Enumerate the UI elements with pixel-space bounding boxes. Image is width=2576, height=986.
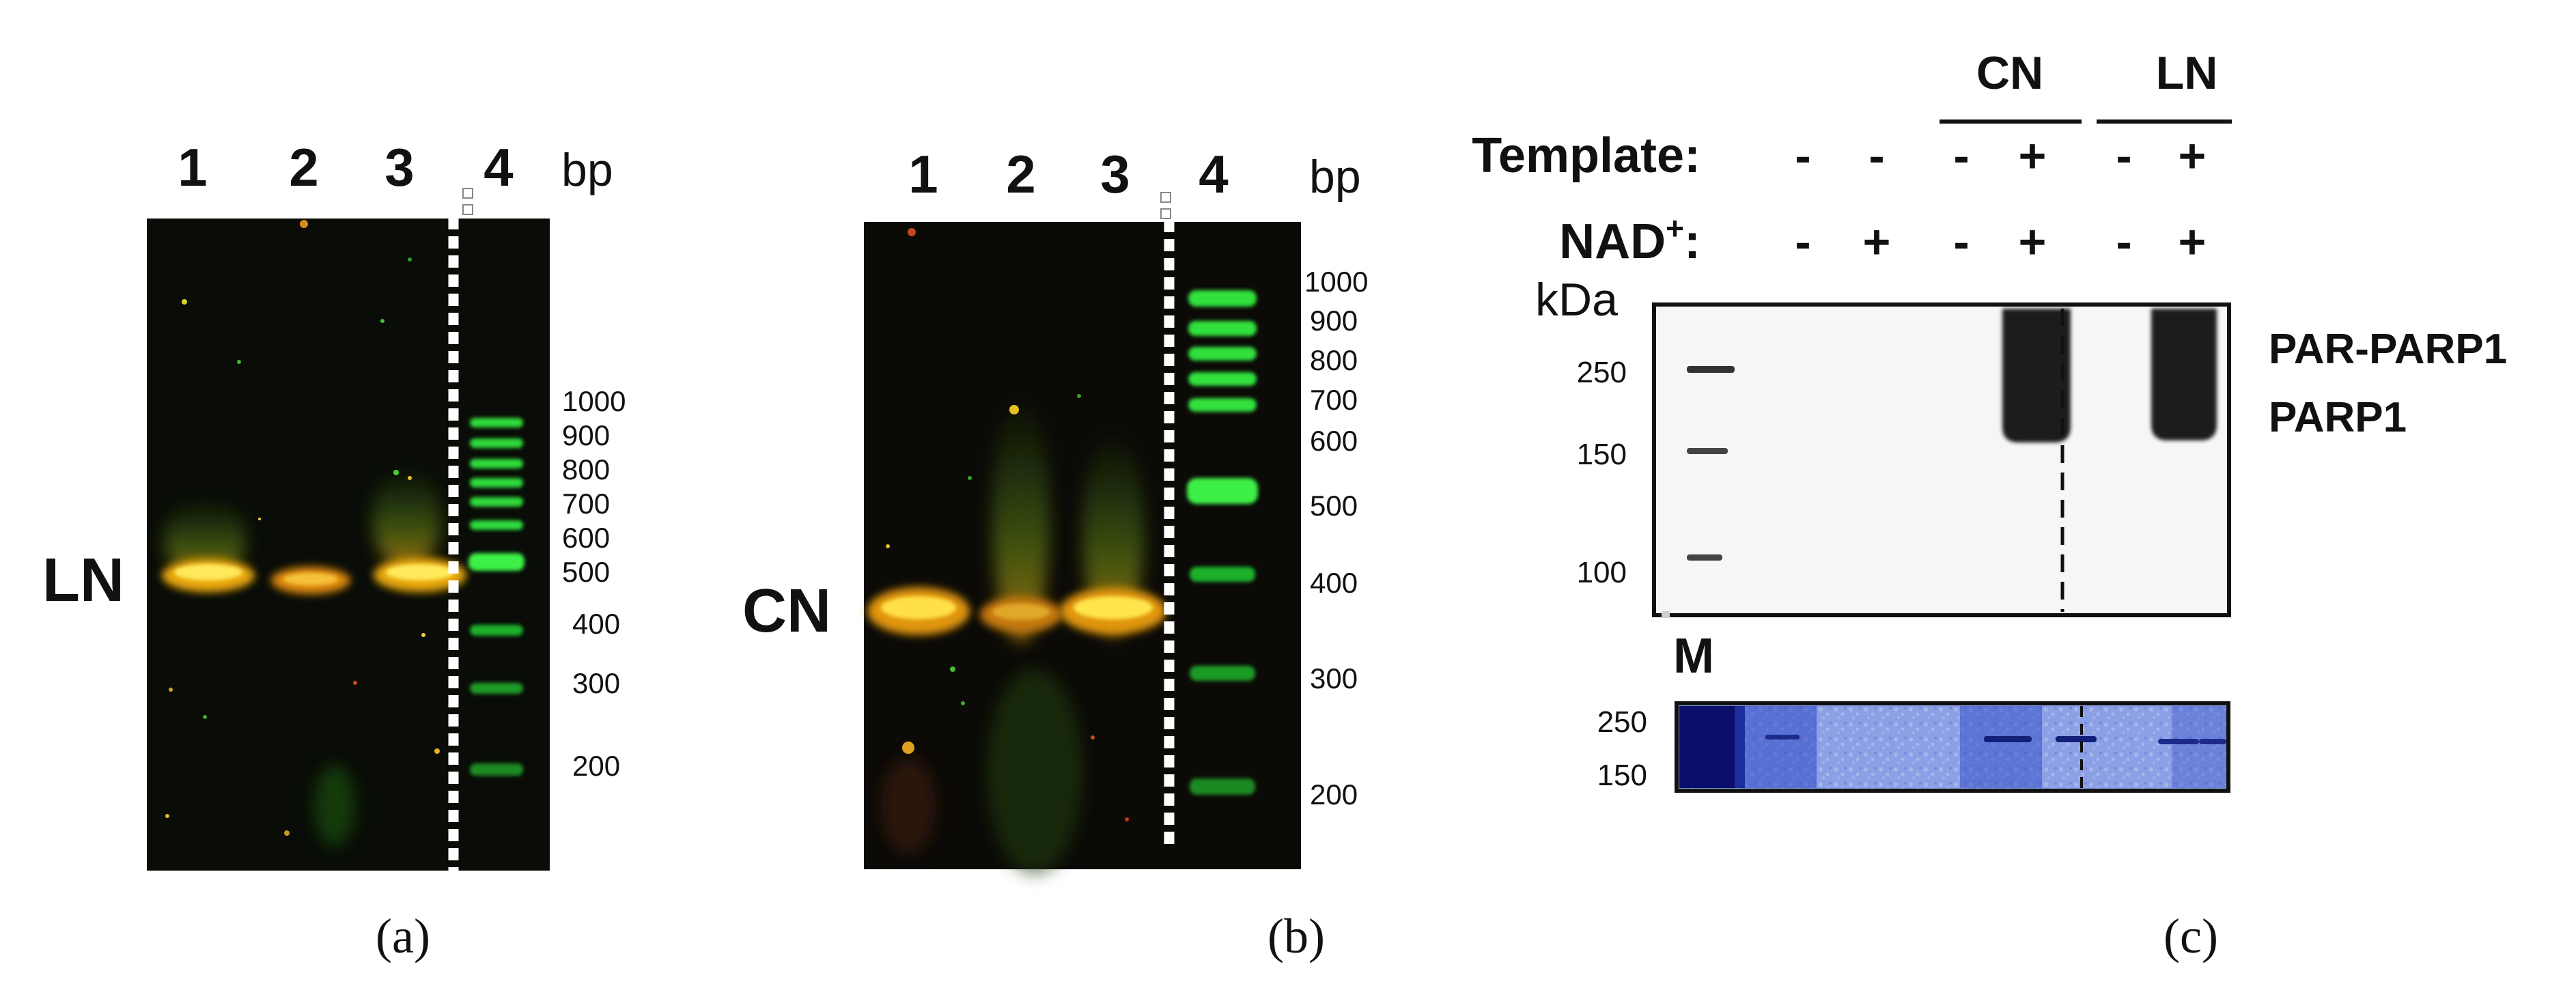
lane-number: 2 xyxy=(289,137,318,197)
gel-speckles xyxy=(886,228,1129,821)
band-label-par-parp1: PAR-PARP1 xyxy=(2269,326,2507,373)
blot-marker-label: 150 xyxy=(1577,438,1627,471)
marker-band xyxy=(1687,448,1728,454)
gel-speckles xyxy=(165,220,440,836)
kda-label: kDa xyxy=(1535,274,1618,326)
agarose-gel-b xyxy=(864,192,1301,874)
lane-number: 1 xyxy=(178,137,207,197)
nad-row: - + - + - + xyxy=(1795,215,2206,268)
par-parp1-band xyxy=(2002,309,2071,442)
sample-band xyxy=(162,559,255,592)
stain-band xyxy=(2199,739,2226,744)
coomassie-strip xyxy=(1675,701,2230,793)
blot-marker-label: 100 xyxy=(1577,556,1627,589)
band-label-parp1: PARP1 xyxy=(2269,394,2407,441)
stain-band xyxy=(2158,739,2199,744)
condition-sign: - xyxy=(1953,215,1969,268)
marker-band xyxy=(1687,554,1722,561)
panel-b: 1 2 3 4 bp CN xyxy=(742,144,1368,963)
dna-ladder xyxy=(468,418,524,776)
lane-number: 4 xyxy=(484,137,513,197)
lane-number: 2 xyxy=(1006,144,1035,204)
lane-number: 4 xyxy=(1199,144,1228,204)
row-label-template: Template: xyxy=(1472,128,1700,183)
stain-band xyxy=(1984,736,2032,742)
sample-band xyxy=(271,567,350,594)
condition-sign: - xyxy=(1868,129,1884,182)
ladder-size-label: 800 xyxy=(1310,344,1358,376)
marker-lane-label: M xyxy=(1673,629,1714,684)
lane-number: 1 xyxy=(908,144,938,204)
ladder-size-labels: 1000 900 800 700 600 500 400 300 200 xyxy=(562,385,626,782)
blot-marker-labels: 250 150 100 xyxy=(1577,356,1627,589)
ladder-size-label: 800 xyxy=(562,453,610,485)
ladder-size-label: 900 xyxy=(562,419,610,451)
ladder-size-label: 300 xyxy=(1310,662,1358,694)
ladder-size-label: 900 xyxy=(1310,305,1358,337)
panel-c: CN LN Template: - - - + - + NAD+: - + - … xyxy=(1472,47,2507,963)
ladder-size-label: 300 xyxy=(572,667,620,699)
ladder-size-label: 700 xyxy=(562,488,610,520)
stain-band xyxy=(2056,736,2097,742)
ladder-size-label: 600 xyxy=(562,522,610,554)
condition-sign: + xyxy=(2019,129,2047,182)
stain-marker-label: 250 xyxy=(1597,705,1647,739)
dna-ladder xyxy=(1187,290,1258,795)
ladder-size-labels: 1000 900 800 700 600 500 400 300 200 xyxy=(1304,266,1368,811)
western-blot xyxy=(1652,302,2231,618)
stain-marker-labels: 250 150 xyxy=(1597,705,1647,792)
panel-caption: (a) xyxy=(376,909,430,963)
ladder-size-label: 400 xyxy=(572,608,620,640)
ladder-size-label: 400 xyxy=(1310,567,1358,599)
ladder-size-label: 500 xyxy=(1310,490,1358,522)
ladder-size-label: 1000 xyxy=(1304,266,1368,298)
condition-sign: - xyxy=(1795,129,1810,182)
condition-sign: - xyxy=(2116,129,2131,182)
condition-sign: - xyxy=(1795,215,1810,268)
gel-side-label: LN xyxy=(42,546,124,615)
sample-band xyxy=(867,587,970,635)
blot-marker-label: 250 xyxy=(1577,356,1627,389)
ladder-size-label: 500 xyxy=(562,556,610,588)
condition-sign: + xyxy=(1863,215,1891,268)
stain-band xyxy=(1765,735,1800,740)
condition-sign: + xyxy=(2179,129,2207,182)
stain-marker-label: 150 xyxy=(1597,759,1647,792)
unit-label: bp xyxy=(561,144,613,196)
ladder-size-label: 1000 xyxy=(562,385,626,417)
group-label-ln: LN xyxy=(2156,47,2218,99)
par-parp1-band xyxy=(2151,309,2217,440)
condition-sign: - xyxy=(1953,129,1969,182)
ladder-size-label: 200 xyxy=(1310,778,1358,811)
condition-sign: + xyxy=(2019,215,2047,268)
sample-band xyxy=(1060,588,1166,634)
ladder-size-label: 600 xyxy=(1310,425,1358,457)
panel-a: 1 2 3 4 bp LN xyxy=(42,137,626,963)
lane-number: 3 xyxy=(384,137,414,197)
unit-label: bp xyxy=(1309,151,1361,203)
gel-side-label: CN xyxy=(742,577,831,645)
sample-band xyxy=(980,597,1062,632)
panel-caption: (c) xyxy=(2164,909,2218,963)
lane-number: 3 xyxy=(1100,144,1130,204)
agarose-gel-a xyxy=(147,188,550,873)
condition-sign: + xyxy=(2179,215,2207,268)
panel-caption: (b) xyxy=(1268,909,1325,963)
condition-sign: - xyxy=(2116,215,2131,268)
ladder-size-label: 700 xyxy=(1310,384,1358,416)
template-row: - - - + - + xyxy=(1795,129,2206,182)
marker-band xyxy=(1687,366,1735,373)
ladder-size-label: 200 xyxy=(572,750,620,782)
group-label-cn: CN xyxy=(1976,47,2043,99)
sample-band xyxy=(374,558,466,592)
row-label-nad: NAD+: xyxy=(1559,210,1700,269)
